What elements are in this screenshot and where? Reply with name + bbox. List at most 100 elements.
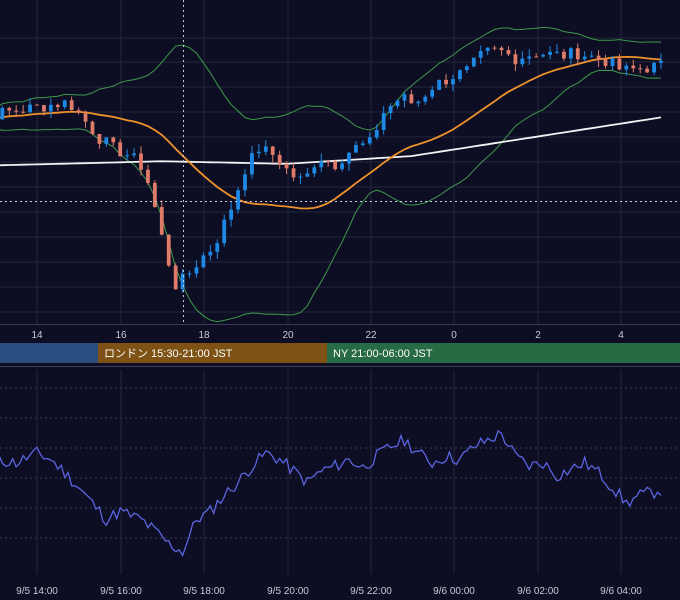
session-segment [327, 343, 680, 363]
candle-body [14, 110, 19, 112]
candle-body [541, 54, 546, 57]
x-tick-label: 9/6 04:00 [600, 586, 642, 597]
candle-body [381, 113, 386, 130]
candle-body [0, 107, 5, 120]
candle-body [229, 209, 234, 220]
bollinger-lower [0, 69, 662, 323]
x-tick-label: 9/5 22:00 [350, 586, 392, 597]
candle-body [125, 155, 130, 157]
candle-body [506, 50, 511, 55]
candle-body [513, 54, 518, 65]
candle-body [76, 110, 81, 113]
candle-body [55, 104, 60, 108]
candle-body [277, 154, 282, 165]
candle-body [152, 182, 157, 208]
candle-body [471, 57, 476, 67]
candle-body [69, 100, 74, 111]
candle-body [208, 251, 213, 256]
candle-body [451, 79, 455, 85]
candle-body [256, 151, 261, 154]
candle-body [159, 207, 164, 235]
price-panel-x-axis: 14 16 18 20 22 0 2 4 [31, 330, 624, 341]
candle-body [568, 48, 573, 59]
candle-body [527, 56, 532, 59]
candle-body [319, 161, 324, 168]
candle-body [21, 111, 26, 113]
x-tick-label: 16 [115, 330, 127, 341]
candle-body [423, 96, 428, 102]
candle-body [444, 79, 448, 85]
x-tick-label: 14 [31, 330, 43, 341]
candle-body [603, 59, 608, 66]
indicator-line [0, 429, 662, 557]
candle-body [250, 153, 254, 175]
candle-body [42, 105, 46, 112]
candle-body [146, 169, 150, 183]
candle-body [402, 94, 407, 101]
candle-body [166, 234, 171, 266]
candle-body [90, 121, 95, 134]
candle-body [48, 104, 53, 112]
x-tick-label: 9/5 16:00 [100, 586, 142, 597]
candle-body [111, 137, 116, 143]
candle-body [118, 142, 123, 157]
candle-body [520, 58, 525, 65]
x-tick-label: 9/6 00:00 [433, 586, 475, 597]
candle-body [354, 144, 358, 153]
candle-body [624, 65, 629, 70]
x-tick-label: 9/5 20:00 [267, 586, 309, 597]
candle-body [222, 219, 227, 244]
candle-body [360, 143, 365, 145]
x-tick-label: 9/5 14:00 [16, 586, 58, 597]
candle-body [409, 94, 414, 104]
moving-average-orange [0, 55, 662, 210]
indicator-series [0, 429, 662, 557]
candle-body [312, 167, 317, 174]
candle-body [347, 152, 351, 164]
candle-body [589, 55, 594, 57]
x-tick-label: 2 [535, 330, 541, 341]
candle-body [35, 104, 39, 106]
candle-body [97, 133, 102, 144]
candle-body [201, 255, 206, 268]
candle-body [104, 137, 109, 144]
candle-body [652, 62, 656, 73]
candle-body [187, 273, 192, 275]
candle-body [645, 68, 650, 73]
candle-body [270, 146, 275, 155]
candle-body [596, 55, 601, 60]
candle-body [180, 273, 185, 290]
candle-body [243, 174, 247, 191]
candle-body [83, 112, 88, 122]
candle-body [236, 190, 240, 210]
candle-body [340, 163, 344, 170]
candle-body [298, 176, 303, 178]
candle-body [263, 146, 268, 152]
candle-body [575, 48, 580, 60]
candle-body [7, 107, 12, 111]
session-label: ロンドン 15:30-21:00 JST [104, 348, 233, 360]
candle-body [388, 106, 393, 114]
candle-body [326, 161, 331, 163]
indicator-panel-grid [0, 370, 680, 574]
candle-body [284, 164, 289, 169]
x-tick-label: 4 [618, 330, 624, 341]
candle-body [631, 65, 636, 69]
session-segment [0, 343, 98, 363]
candle-body [548, 51, 552, 55]
session-label: NY 21:00-06:00 JST [333, 348, 433, 360]
x-tick-label: 20 [282, 330, 294, 341]
indicator-x-axis: 9/5 14:00 9/5 16:00 9/5 18:00 9/5 20:00 9/5 … [16, 586, 642, 597]
moving-averages [0, 55, 662, 210]
candle-body [132, 153, 136, 156]
x-tick-label: 18 [198, 330, 210, 341]
candle-body [194, 267, 199, 274]
candle-body [485, 47, 490, 52]
candle-body [291, 168, 296, 178]
candle-body [582, 56, 587, 60]
candle-body [458, 70, 462, 80]
candle-body [555, 51, 559, 53]
candle-body [173, 265, 178, 290]
crosshair [0, 0, 680, 324]
